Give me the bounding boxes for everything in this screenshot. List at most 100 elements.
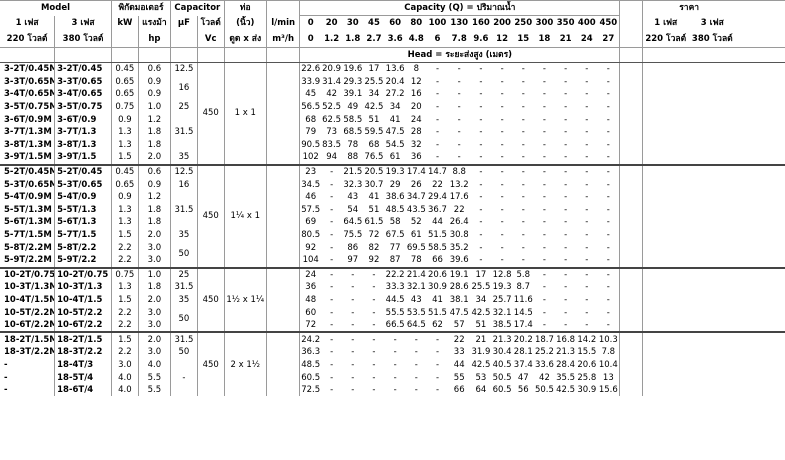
price-1phase xyxy=(642,163,689,179)
model-header: Model xyxy=(0,0,112,16)
head-value: 26.4 xyxy=(449,217,469,228)
price-1phase xyxy=(642,76,689,89)
kw-value: 1.3 xyxy=(111,125,139,139)
head-value: - xyxy=(542,192,546,203)
head-value: 45 xyxy=(305,89,317,100)
pipe-unit-header: (นิ้ว) xyxy=(224,15,267,30)
head-value: 39.1 xyxy=(343,89,363,100)
head-value: - xyxy=(564,76,568,87)
head-value: - xyxy=(542,139,546,150)
model-1phase: 10-5T/2.2M xyxy=(0,306,56,319)
head-value: 66 xyxy=(432,255,443,266)
head-value: - xyxy=(542,230,546,241)
head-value: - xyxy=(479,89,483,100)
head-value: - xyxy=(500,64,504,75)
flow-m3h-value: 24 xyxy=(576,30,598,48)
price-3phase xyxy=(689,384,736,397)
head-value: - xyxy=(470,163,492,179)
head-value: - xyxy=(435,127,440,138)
head-value: 64.5 xyxy=(406,320,426,331)
head-value: 48 xyxy=(305,294,317,305)
head-value: - xyxy=(521,217,525,228)
head-value: 32.3 xyxy=(343,179,363,190)
head-value: - xyxy=(330,320,334,331)
head-value: - xyxy=(542,320,546,331)
lmin-header: l/min xyxy=(266,15,301,30)
head-value: - xyxy=(521,64,525,75)
head-value: - xyxy=(585,114,589,125)
head-value: 30.7 xyxy=(364,179,384,190)
head-value: - xyxy=(542,127,546,138)
head-value: - xyxy=(372,294,376,305)
model-1phase: 3-7T/1.3M xyxy=(0,125,56,139)
head-value: - xyxy=(491,163,513,179)
price-3phase xyxy=(689,241,736,254)
head-value: 33.3 xyxy=(385,282,405,293)
head-value: 51 xyxy=(475,320,487,331)
model-1phase: 10-2T/0.75M xyxy=(0,266,56,282)
head-value: - xyxy=(564,64,568,75)
head-value: - xyxy=(521,192,525,203)
price-3phase xyxy=(689,294,736,307)
head-value: 43 xyxy=(410,294,422,305)
motor-header: พิกัดมอเตอร์ xyxy=(111,0,172,16)
head-value: - xyxy=(542,217,546,228)
head-value: 92 xyxy=(305,242,317,253)
head-value: - xyxy=(479,230,483,241)
model-3phase: 5-2T/0.45 xyxy=(54,163,112,179)
head-value: 62.5 xyxy=(322,114,342,125)
head-value: - xyxy=(351,282,355,293)
head-value: - xyxy=(585,282,589,293)
head-value: 57 xyxy=(453,320,465,331)
head-value: 17.6 xyxy=(449,192,469,203)
head-value: 34 xyxy=(389,102,401,113)
head-value: 44 xyxy=(453,359,465,370)
price-1phase xyxy=(642,294,689,307)
price-1phase xyxy=(642,241,689,254)
table-row: -18-5T/4 4.0 5.5 60.5- - - - - -55 53 50.5 47 42 35.5… xyxy=(0,371,785,384)
hp-value: 0.9 xyxy=(138,178,172,191)
table-row: 10-5T/2.2M 10-5T/2.2 2.2 3.0 50 60- - -55.5 53.5… xyxy=(0,306,785,333)
head-value: 43 xyxy=(347,192,359,203)
head-value: 72 xyxy=(368,230,380,241)
head-value: 24 xyxy=(410,114,422,125)
table-row: 18-3T/2.2M 18-3T/2.2 2.2 3.0 50 36.3- - - - - -33 3… xyxy=(0,346,785,359)
head-value: - xyxy=(351,372,355,383)
head-value: - xyxy=(585,179,589,190)
head-value: - xyxy=(330,230,334,241)
price-3phase xyxy=(689,346,736,359)
head-value: 28.4 xyxy=(556,359,576,370)
price-3phase xyxy=(689,63,736,76)
flow-lmin-value: 20 xyxy=(325,18,338,28)
head-value: 88 xyxy=(347,152,359,163)
head-value: 38.1 xyxy=(449,294,469,305)
flow-m3h-value: 18 xyxy=(533,30,556,48)
head-value: - xyxy=(405,331,427,347)
head-value: 92 xyxy=(368,255,380,266)
head-value: - xyxy=(500,139,504,150)
kw-value: 3.0 xyxy=(111,358,139,372)
head-value: 61.5 xyxy=(364,217,384,228)
model-1phase: 5-9T/2.2M xyxy=(0,253,56,268)
price-3phase xyxy=(688,331,736,347)
head-value: - xyxy=(521,230,525,241)
table-row: -18-6T/4 4.0 5.5 72.5- - - - - -66 64 60.5 56 50.5 42… xyxy=(0,383,785,397)
head-value: - xyxy=(500,204,504,215)
head-value: 54.5 xyxy=(385,139,405,150)
head-value: - xyxy=(500,230,504,241)
head-value: 14.5 xyxy=(513,307,533,318)
model-1phase: 18-2T/1.5M xyxy=(0,331,56,347)
head-value: 61 xyxy=(410,230,422,241)
head-value: - xyxy=(500,192,504,203)
head-value: 5.8 xyxy=(512,266,534,282)
flow-lmin-value: 160 xyxy=(472,18,490,28)
head-value: - xyxy=(435,359,440,370)
price-1phase xyxy=(642,126,689,139)
head-value: - xyxy=(393,372,397,383)
head-value: - xyxy=(435,76,440,87)
head-value: 51.5 xyxy=(428,230,447,241)
head-value: 39.6 xyxy=(449,255,469,266)
model-3phase: 5-9T/2.2 xyxy=(54,253,112,268)
model-1phase: - xyxy=(0,371,56,384)
head-value: - xyxy=(597,125,621,139)
